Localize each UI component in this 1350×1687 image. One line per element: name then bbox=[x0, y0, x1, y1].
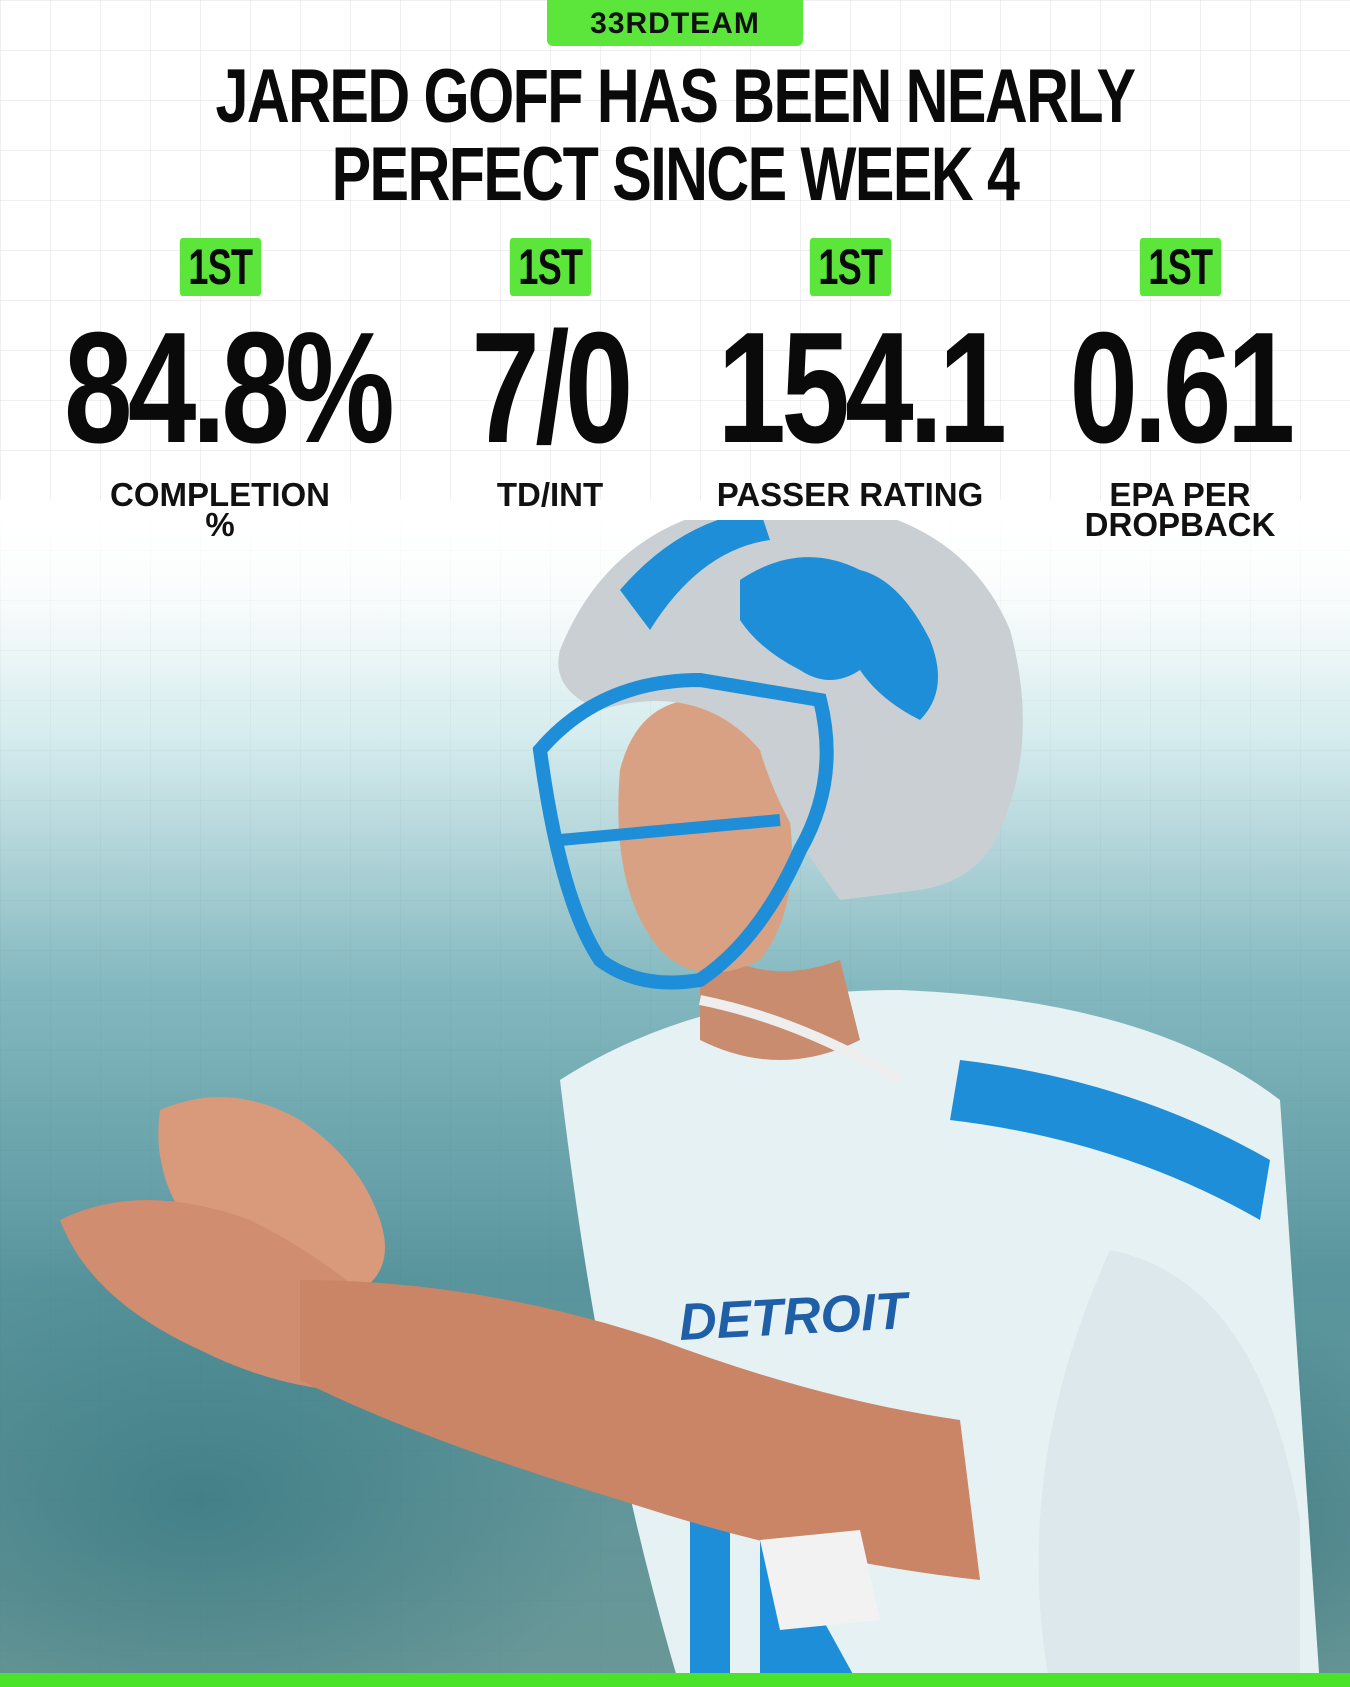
stat-label: COMPLETION % bbox=[20, 476, 420, 543]
forearm bbox=[300, 1280, 980, 1580]
helmet-stripe bbox=[620, 520, 770, 630]
stat-label-line-1: COMPLETION bbox=[110, 476, 330, 513]
stat-label-line-2: % bbox=[205, 506, 235, 543]
shoulder-stripe bbox=[950, 1060, 1270, 1220]
neck bbox=[700, 940, 860, 1060]
stat-label: EPA PER DROPBACK bbox=[1030, 476, 1330, 543]
wrist-tape bbox=[760, 1530, 880, 1630]
brand-tag: 33RDTEAM bbox=[547, 0, 803, 46]
headline: JARED GOFF HAS BEEN NEARLY PERFECT SINCE… bbox=[149, 58, 1202, 214]
stat-label-line-1: PASSER RATING bbox=[716, 476, 984, 513]
stat-label: TD/INT bbox=[430, 476, 670, 513]
rank-badge: 1ST bbox=[1139, 238, 1221, 296]
jersey-text: DETROIT bbox=[678, 1282, 913, 1352]
rank-badge: 1ST bbox=[509, 238, 591, 296]
bottom-accent-bar bbox=[0, 1673, 1350, 1687]
stat-label: PASSER RATING bbox=[680, 476, 1020, 513]
stat-value: 0.61 bbox=[1069, 300, 1295, 476]
chin-strap bbox=[699, 995, 903, 1085]
headline-line-1: JARED GOFF HAS BEEN NEARLY bbox=[215, 54, 1136, 139]
stat-value: 7/0 bbox=[471, 300, 633, 476]
stat-passer-rating: 1ST 154.1 PASSER RATING bbox=[680, 238, 1020, 513]
lion-logo bbox=[740, 557, 938, 720]
player-photo: DETROIT bbox=[60, 520, 1320, 1687]
stat-completion: 1ST 84.8% COMPLETION % bbox=[20, 238, 420, 543]
rank-badge: 1ST bbox=[179, 238, 261, 296]
stat-value: 154.1 bbox=[717, 300, 1007, 476]
stat-td-int: 1ST 7/0 TD/INT bbox=[430, 238, 670, 513]
stat-value: 84.8% bbox=[64, 300, 395, 476]
facemask-bar bbox=[559, 814, 781, 846]
stat-label-line-1: TD/INT bbox=[496, 476, 604, 513]
stat-label-line-1: EPA PER bbox=[1109, 476, 1251, 513]
stat-label-line-2: DROPBACK bbox=[1084, 506, 1276, 543]
stat-epa: 1ST 0.61 EPA PER DROPBACK bbox=[1030, 238, 1330, 543]
right-arm bbox=[1038, 1250, 1300, 1687]
facemask bbox=[532, 672, 834, 990]
rank-badge: 1ST bbox=[809, 238, 891, 296]
headline-line-2: PERFECT SINCE WEEK 4 bbox=[331, 132, 1020, 217]
face bbox=[618, 698, 792, 973]
